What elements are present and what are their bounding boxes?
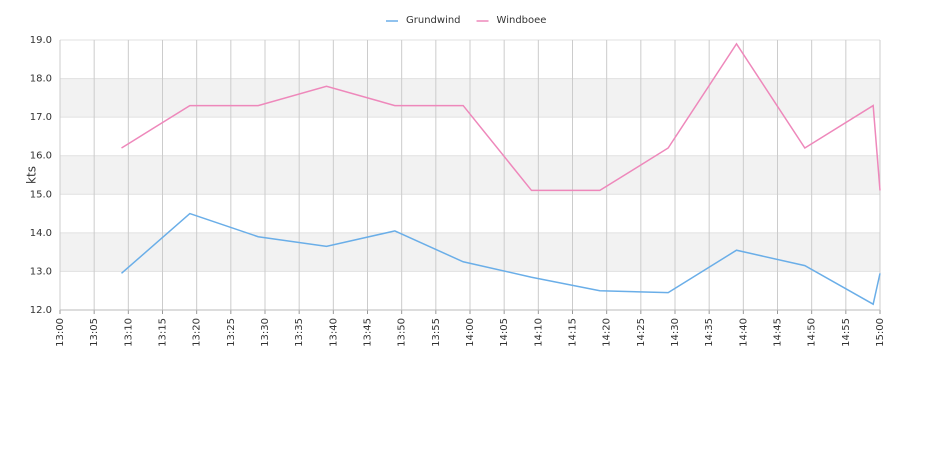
x-tick-label: 14:05	[499, 318, 510, 347]
x-tick-label: 13:10	[123, 318, 134, 347]
x-tick-label: 13:50	[397, 318, 408, 347]
x-tick-label: 13:05	[89, 318, 100, 347]
x-tick-label: 13:45	[363, 318, 374, 347]
y-tick-label: 15.0	[30, 189, 52, 200]
legend-label: Windboee	[497, 15, 547, 26]
x-tick-label: 14:30	[670, 318, 681, 347]
y-tick-label: 14.0	[30, 228, 52, 239]
x-tick-label: 13:25	[226, 318, 237, 347]
x-tick-label: 14:15	[568, 318, 579, 347]
y-tick-label: 19.0	[30, 35, 52, 46]
x-tick-label: 14:45	[773, 318, 784, 347]
y-tick-label: 18.0	[30, 74, 52, 85]
y-tick-label: 13.0	[30, 266, 52, 277]
x-tick-label: 13:40	[328, 318, 339, 347]
series-line	[121, 212, 881, 306]
x-tick-label: 13:00	[55, 318, 66, 347]
x-tick-label: 13:30	[260, 318, 271, 347]
x-tick-label: 14:10	[533, 318, 544, 347]
x-tick-label: 14:00	[465, 318, 476, 347]
x-tick-label: 14:50	[807, 318, 818, 347]
x-tick-label: 14:40	[738, 318, 749, 347]
y-tick-label: 16.0	[30, 151, 52, 162]
x-tick-label: 14:55	[841, 318, 852, 347]
x-tick-label: 13:20	[192, 318, 203, 347]
y-tick-label: 12.0	[30, 305, 52, 316]
x-tick-label: 15:00	[875, 318, 886, 347]
series-line	[121, 42, 881, 192]
x-tick-label: 14:20	[602, 318, 613, 347]
y-axis-label: kts	[25, 166, 39, 184]
x-tick-label: 13:35	[294, 318, 305, 347]
x-tick-label: 13:55	[431, 318, 442, 347]
legend-label: Grundwind	[406, 15, 461, 26]
x-tick-label: 14:25	[636, 318, 647, 347]
x-tick-label: 14:35	[704, 318, 715, 347]
x-tick-label: 13:15	[158, 318, 169, 347]
y-tick-label: 17.0	[30, 112, 52, 123]
